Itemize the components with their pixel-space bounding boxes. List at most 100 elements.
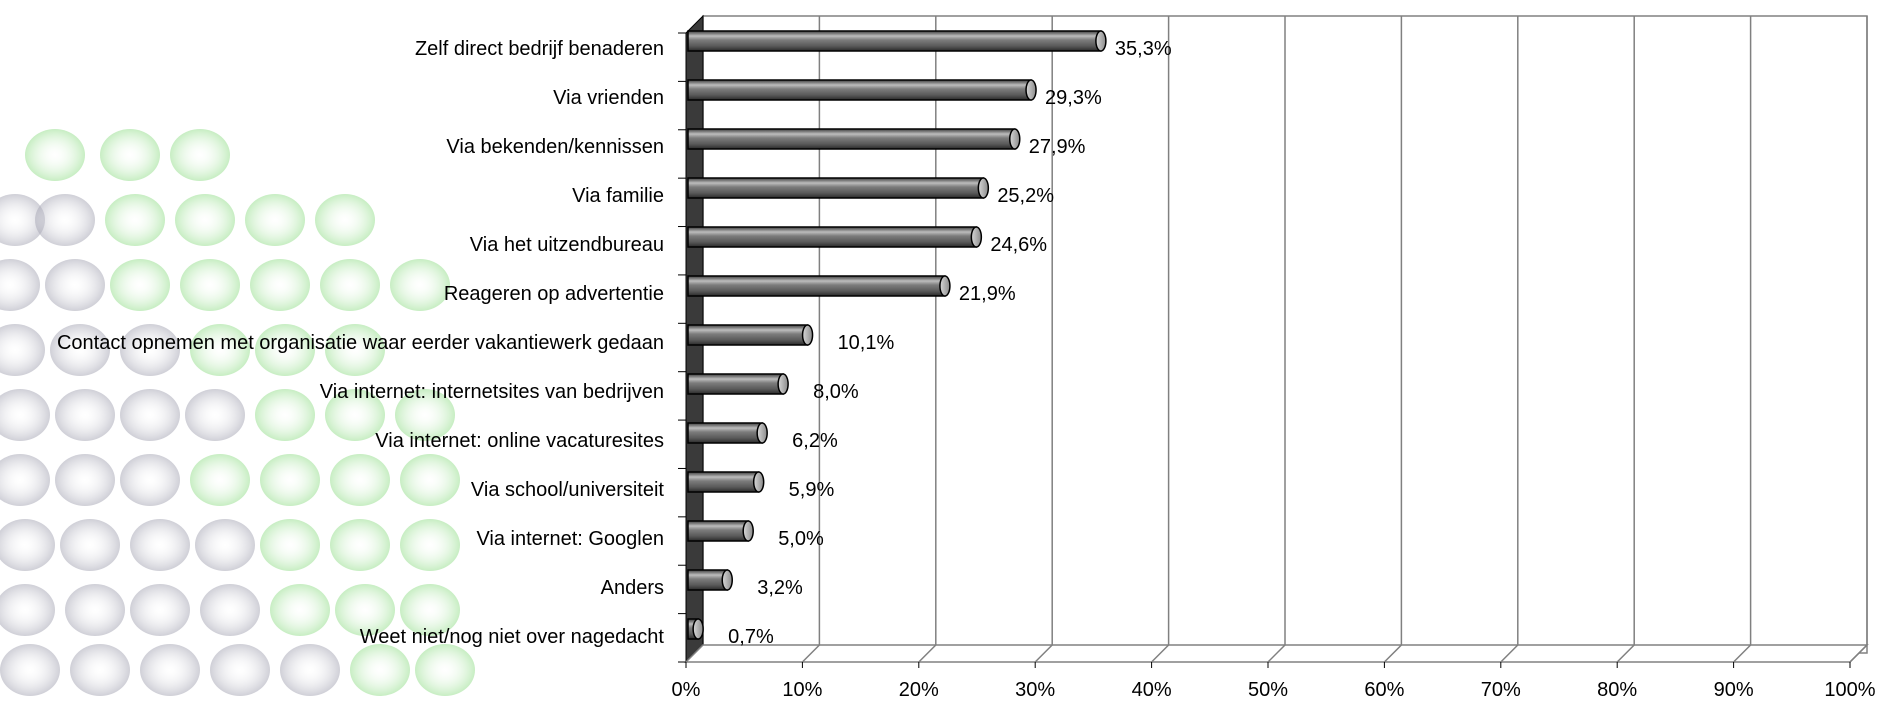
background-dot-green: [400, 584, 460, 636]
background-dot-green: [190, 324, 250, 376]
bar-cap: [801, 324, 814, 346]
background-dot-gray: [50, 324, 110, 376]
category-label: Via internet: online vacaturesites: [375, 430, 664, 452]
bar: [687, 226, 983, 248]
background-dot-gray: [70, 644, 130, 696]
gridline-floor: [918, 644, 937, 663]
background-dot-green: [390, 259, 450, 311]
bar-cap: [1095, 30, 1107, 52]
background-dot-pattern: [0, 129, 475, 696]
bar-body: [687, 520, 749, 542]
background-dot-green: [315, 194, 375, 246]
background-dot-green: [400, 519, 460, 571]
bar: [687, 275, 951, 297]
bar-cap: [1025, 79, 1037, 101]
bar-cap: [777, 373, 789, 395]
labels: 0% 10% 20% 30% 40% 50% 60% 70% 80% 90% 100% 35,3% Ze…: [57, 38, 1876, 701]
data-label: 27,9%: [1029, 136, 1086, 158]
background-dot-gray: [0, 389, 50, 441]
background-dot-green: [270, 584, 330, 636]
bar: [687, 373, 789, 395]
background-dot-gray: [45, 259, 105, 311]
background-dot-green: [100, 129, 160, 181]
bar: [687, 422, 768, 444]
gridline-floor: [1616, 644, 1635, 663]
x-tick-label: 10%: [782, 679, 822, 701]
gridline-floor: [1383, 644, 1402, 663]
background-dot-gray: [195, 519, 255, 571]
bar-body: [687, 79, 1032, 101]
bar-body: [687, 128, 1016, 150]
background-dot-green: [250, 259, 310, 311]
bar: [687, 324, 814, 346]
background-dot-green: [325, 389, 385, 441]
gridline-floor: [1267, 644, 1286, 663]
data-label: 8,0%: [813, 381, 859, 403]
bar: [687, 569, 733, 591]
background-dot-green: [255, 389, 315, 441]
bar: [687, 471, 765, 493]
background-dot-green: [170, 129, 230, 181]
data-label: 6,2%: [792, 430, 838, 452]
background-dot-green: [350, 644, 410, 696]
data-label: 24,6%: [990, 234, 1047, 256]
gridline-floor: [1034, 644, 1053, 663]
background-dot-green: [260, 519, 320, 571]
gridline-floor: [1733, 644, 1752, 663]
background-dot-gray: [60, 519, 120, 571]
background-dot-green: [330, 519, 390, 571]
background-dot-green: [395, 389, 455, 441]
background-dot-green: [110, 259, 170, 311]
background-dot-gray: [200, 584, 260, 636]
bar: [687, 520, 754, 542]
background-dot-gray: [0, 324, 45, 376]
bar-body: [687, 569, 728, 591]
bar: [687, 618, 704, 640]
data-label: 5,9%: [789, 479, 835, 501]
bar: [687, 128, 1021, 150]
background-dot-green: [190, 454, 250, 506]
data-label: 21,9%: [959, 283, 1016, 305]
bar-body: [687, 422, 763, 444]
background-dot-gray: [280, 644, 340, 696]
bar-body: [687, 324, 809, 346]
bar: [687, 79, 1037, 101]
x-tick-label: 20%: [899, 679, 939, 701]
background-dot-gray: [120, 324, 180, 376]
x-tick-label: 100%: [1824, 679, 1875, 701]
category-label: Contact opnemen met organisatie waar eer…: [57, 332, 664, 354]
x-tick-label: 60%: [1364, 679, 1404, 701]
background-dot-gray: [130, 519, 190, 571]
gridline-floor: [1849, 644, 1868, 663]
background-dot-gray: [0, 584, 55, 636]
category-label: Via internet: Googlen: [476, 528, 664, 550]
bar-body: [687, 226, 978, 248]
data-label: 0,7%: [728, 626, 774, 648]
bar-cap: [692, 618, 704, 640]
bar-cap: [1009, 128, 1021, 150]
bar-body: [687, 275, 946, 297]
category-label: Anders: [601, 577, 664, 599]
bar: [687, 30, 1107, 52]
x-tick-label: 70%: [1481, 679, 1521, 701]
background-dot-green: [175, 194, 235, 246]
bar-cap: [970, 226, 983, 248]
data-label: 3,2%: [757, 577, 803, 599]
category-label: Zelf direct bedrijf benaderen: [415, 38, 664, 60]
category-label: Via vrienden: [553, 87, 664, 109]
category-label: Via internet: internetsites van bedrijve…: [320, 381, 664, 403]
category-label: Via familie: [572, 185, 664, 207]
category-label: Via bekenden/kennissen: [446, 136, 664, 158]
x-tick-label: 80%: [1597, 679, 1637, 701]
data-label: 35,3%: [1115, 38, 1172, 60]
x-tick-label: 40%: [1132, 679, 1172, 701]
bar-cap: [939, 275, 951, 297]
bar: [687, 177, 990, 199]
x-tick-label: 30%: [1015, 679, 1055, 701]
background-dot-gray: [120, 454, 180, 506]
background-dot-green: [105, 194, 165, 246]
data-label: 29,3%: [1045, 87, 1102, 109]
bar-cap: [977, 177, 990, 199]
x-tick-label: 0%: [672, 679, 701, 701]
